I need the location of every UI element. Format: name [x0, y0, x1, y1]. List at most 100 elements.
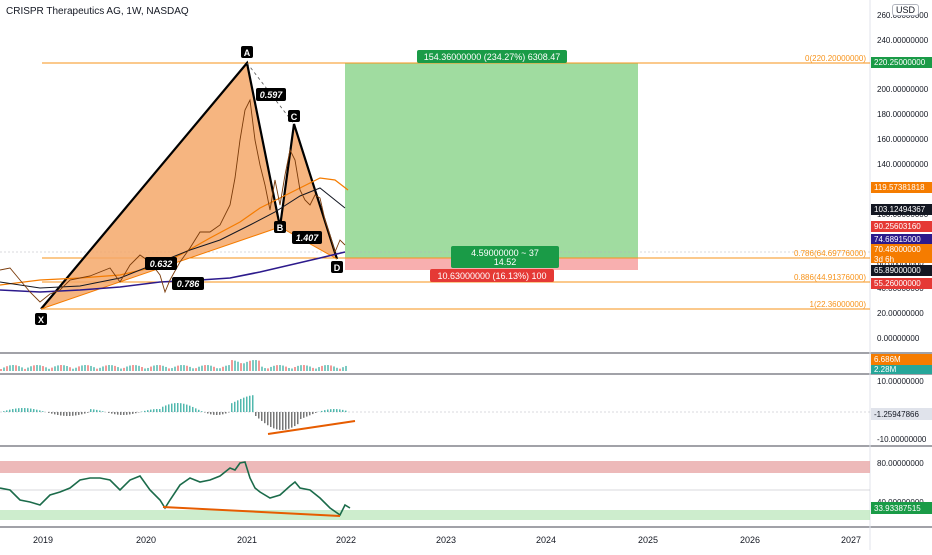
- price-badge: 65.89000000: [871, 265, 932, 276]
- harmonic-point-c[interactable]: C: [288, 110, 300, 122]
- macd-bar: [129, 412, 131, 414]
- position-target-label[interactable]: 154.36000000 (234.27%) 6308.47: [417, 50, 567, 63]
- chart-title: CRISPR Therapeutics AG, 1W, NASDAQ: [6, 6, 189, 17]
- macd-bar: [3, 411, 5, 412]
- volume-bar: [294, 367, 296, 371]
- macd-bar: [126, 412, 128, 415]
- volume-bar: [87, 365, 89, 371]
- position-entry-subtext: 14.52: [494, 257, 517, 267]
- macd-bar: [183, 404, 185, 412]
- macd-bar: [261, 412, 263, 421]
- volume-bars: [0, 360, 347, 371]
- currency-button[interactable]: USD: [892, 4, 919, 16]
- volume-badge-secondary: 2.28M: [871, 365, 932, 374]
- price-badge-text: 55.26000000: [874, 279, 921, 288]
- volume-bar: [198, 367, 200, 371]
- macd-bar: [15, 409, 17, 412]
- rsi-tick-top: 80.00000000: [877, 459, 924, 468]
- position-target-text: 154.36000000 (234.27%) 6308.47: [424, 52, 561, 62]
- harmonic-ratio-0597-label: 0.597: [260, 90, 284, 100]
- harmonic-point-a[interactable]: A: [241, 46, 253, 58]
- volume-badge-secondary-text: 2.28M: [874, 365, 897, 374]
- harmonic-ratio-0632[interactable]: 0.632: [145, 257, 177, 270]
- position-profit-zone[interactable]: [345, 63, 638, 258]
- macd-bar: [294, 412, 296, 426]
- volume-bar: [186, 366, 188, 371]
- volume-bar: [204, 365, 206, 371]
- position-stop-label[interactable]: 10.63000000 (16.13%) 100: [430, 269, 554, 282]
- harmonic-ratio-0786[interactable]: 0.786: [172, 277, 204, 290]
- macd-bar: [306, 412, 308, 417]
- volume-bar: [336, 368, 338, 371]
- macd-bar: [42, 411, 44, 412]
- volume-bar: [306, 366, 308, 371]
- volume-bar: [27, 368, 29, 371]
- rsi-overbought-band: [0, 461, 870, 473]
- macd-bar: [234, 402, 236, 412]
- time-axis-label: 2023: [436, 535, 456, 545]
- volume-bar: [243, 363, 245, 371]
- macd-bar: [267, 412, 269, 425]
- macd-bar: [345, 411, 347, 412]
- macd-bar: [342, 410, 344, 412]
- harmonic-ratio-0597[interactable]: 0.597: [256, 88, 286, 101]
- macd-bar: [171, 404, 173, 412]
- macd-bar: [246, 397, 248, 412]
- volume-bar: [282, 366, 284, 371]
- volume-bar: [189, 367, 191, 371]
- volume-bar: [231, 360, 233, 371]
- volume-bar: [78, 366, 80, 371]
- volume-bar: [111, 365, 113, 371]
- macd-bar: [213, 412, 215, 415]
- macd-bar: [36, 410, 38, 412]
- harmonic-point-d-label: D: [334, 263, 341, 273]
- macd-bar: [69, 412, 71, 416]
- volume-bar: [81, 365, 83, 371]
- macd-bar: [84, 412, 86, 414]
- price-badge-text: 70.48000000: [874, 245, 921, 254]
- volume-bar: [261, 367, 263, 371]
- volume-bar: [165, 367, 167, 371]
- volume-bar: [69, 367, 71, 371]
- volume-bar: [96, 369, 98, 371]
- volume-bar: [123, 368, 125, 371]
- volume-bar: [219, 368, 221, 371]
- volume-bar: [120, 369, 122, 371]
- volume-bar: [207, 365, 209, 371]
- volume-bar: [171, 368, 173, 371]
- macd-bar: [72, 412, 74, 416]
- volume-bar: [156, 365, 158, 371]
- macd-bar: [102, 411, 104, 412]
- harmonic-point-b[interactable]: B: [274, 221, 286, 233]
- macd-bar: [12, 409, 14, 412]
- volume-bar: [225, 366, 227, 371]
- macd-bar: [222, 412, 224, 414]
- harmonic-ratio-1407[interactable]: 1.407: [292, 231, 322, 244]
- volume-bar: [195, 368, 197, 371]
- harmonic-ratio-0786-label: 0.786: [177, 279, 201, 289]
- macd-bar: [159, 409, 161, 412]
- position-entry-label[interactable]: 4.59000000 ~ 37 14.52: [451, 246, 559, 268]
- macd-divergence-line[interactable]: [268, 421, 355, 434]
- macd-bar: [327, 410, 329, 412]
- macd-bar: [177, 403, 179, 412]
- rsi-badge-text: 33.93387515: [874, 504, 921, 513]
- macd-bar: [288, 412, 290, 429]
- volume-bar: [54, 366, 56, 371]
- volume-bar: [342, 367, 344, 371]
- macd-bar: [153, 409, 155, 412]
- macd-bar: [252, 395, 254, 412]
- volume-bar: [315, 369, 317, 371]
- harmonic-point-x[interactable]: X: [35, 313, 47, 325]
- macd-bar: [303, 412, 305, 418]
- price-badge: 70.48000000: [871, 244, 932, 255]
- harmonic-point-d[interactable]: D: [331, 261, 343, 273]
- macd-tick-bottom: -10.00000000: [877, 435, 927, 444]
- volume-bar: [273, 366, 275, 371]
- macd-bar: [192, 407, 194, 412]
- volume-bar: [324, 365, 326, 371]
- volume-bar: [213, 367, 215, 371]
- harmonic-point-c-label: C: [291, 112, 298, 122]
